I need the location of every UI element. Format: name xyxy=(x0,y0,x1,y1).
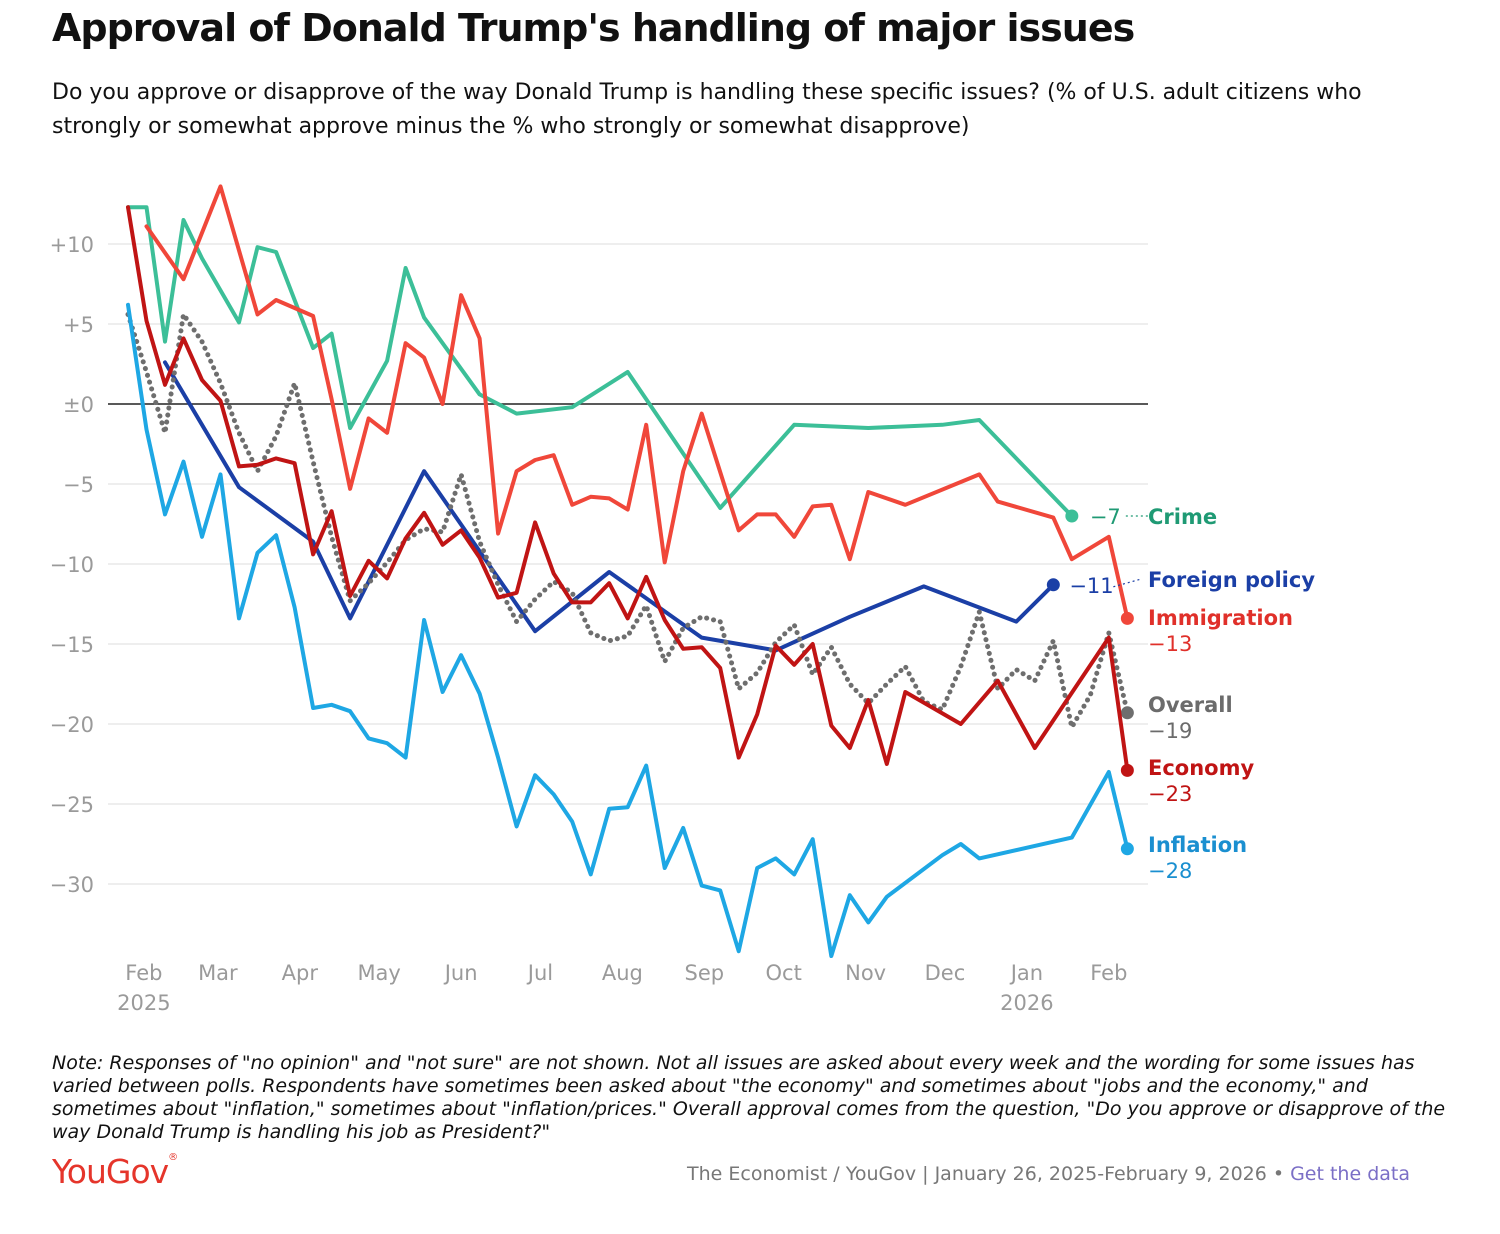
axes: +10 +5 ±0 −5 −10 −15 −20 −25 −30 Feb 2025 Mar Apr May… xyxy=(50,233,1128,1015)
chart-note: Note: Responses of "no opinion" and "not… xyxy=(52,1052,1446,1143)
x-tick-label: Nov xyxy=(845,961,886,985)
x-tick-year-label: 2025 xyxy=(117,991,170,1015)
y-tick-label: −5 xyxy=(63,473,94,497)
x-tick-label: Feb xyxy=(1090,961,1127,985)
series-end-marker-immigration xyxy=(1120,611,1134,625)
x-tick-label: Aug xyxy=(602,961,643,985)
series-line-crime xyxy=(126,205,1074,518)
y-tick-label: −20 xyxy=(50,713,94,737)
series-line-immigration xyxy=(144,184,1130,621)
series-name-label-economy: Economy xyxy=(1148,756,1254,780)
get-the-data-link[interactable]: Get the data xyxy=(1290,1163,1410,1185)
logo-text: YouGov xyxy=(52,1152,169,1191)
series-value-label-inflation: −28 xyxy=(1148,859,1192,883)
chart-title: Approval of Donald Trump's handling of m… xyxy=(52,6,1135,50)
series-labels: −7 Crime −11 Foreign policy Immigration−13 Ov… xyxy=(1069,505,1315,883)
series-end-marker-foreign-policy xyxy=(1046,578,1060,592)
series-value-label-foreign-policy: −11 xyxy=(1069,574,1113,598)
x-tick-label: Apr xyxy=(282,961,319,985)
series-line-overall xyxy=(125,311,1130,730)
y-tick-label: −30 xyxy=(50,873,94,897)
chart-subtitle: Do you approve or disapprove of the way … xyxy=(52,80,1362,139)
series-value-label-overall: −19 xyxy=(1148,719,1192,743)
x-tick-label: Sep xyxy=(685,961,725,985)
y-tick-label: −25 xyxy=(50,793,94,817)
series-name-label-immigration: Immigration xyxy=(1148,606,1293,630)
series-lines xyxy=(125,184,1134,958)
x-tick-label: Feb xyxy=(125,961,162,985)
x-tick-year-label: 2026 xyxy=(1000,991,1053,1015)
x-tick-label: Mar xyxy=(198,961,238,985)
y-tick-label: −10 xyxy=(50,553,94,577)
series-line-inflation xyxy=(126,302,1130,958)
source-line: The Economist / YouGov | January 26, 202… xyxy=(687,1163,1410,1185)
y-tick-label: +10 xyxy=(50,233,94,257)
x-tick-label: Jan xyxy=(1009,961,1043,985)
series-name-label-foreign-policy: Foreign policy xyxy=(1148,568,1315,592)
gridlines xyxy=(108,243,1148,885)
yougov-logo: YouGov® xyxy=(52,1152,178,1191)
series-name-label-overall: Overall xyxy=(1148,693,1233,717)
series-value-label-immigration: −13 xyxy=(1148,632,1192,656)
series-value-label-crime: −7 xyxy=(1090,505,1121,529)
series-end-marker-inflation xyxy=(1120,842,1134,856)
logo-registered-mark: ® xyxy=(168,1152,178,1163)
series-value-label-economy: −23 xyxy=(1148,782,1192,806)
y-tick-label: −15 xyxy=(50,633,94,657)
series-end-marker-crime xyxy=(1065,509,1079,523)
series-end-marker-overall xyxy=(1120,706,1134,720)
series-line-economy xyxy=(126,205,1130,773)
x-tick-label: May xyxy=(357,961,400,985)
y-tick-label: ±0 xyxy=(63,393,94,417)
series-name-label-inflation: Inflation xyxy=(1148,833,1247,857)
x-tick-label: Jun xyxy=(443,961,478,985)
x-tick-label: Oct xyxy=(766,961,802,985)
x-tick-label: Jul xyxy=(526,961,553,985)
series-line-foreign-policy xyxy=(163,360,1056,653)
x-tick-label: Dec xyxy=(925,961,966,985)
y-tick-label: +5 xyxy=(63,313,94,337)
source-separator: • xyxy=(1272,1163,1285,1185)
series-end-marker-economy xyxy=(1120,763,1134,777)
source-text: The Economist / YouGov | January 26, 202… xyxy=(687,1163,1267,1185)
series-name-label-crime: Crime xyxy=(1148,505,1217,529)
